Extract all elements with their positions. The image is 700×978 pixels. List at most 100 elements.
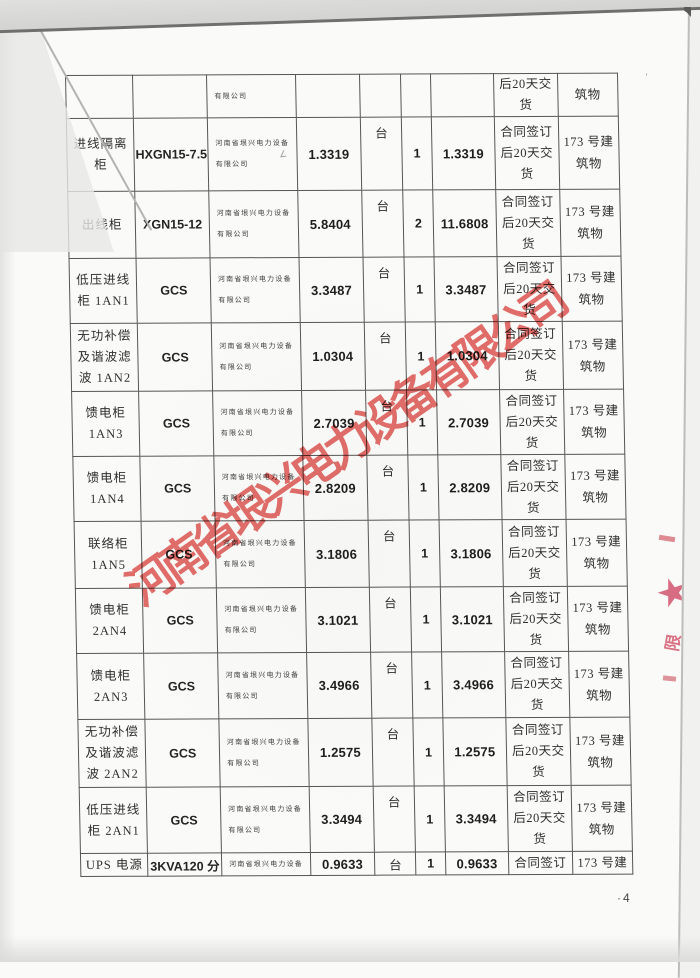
- cell-qty: 1: [405, 321, 437, 391]
- cell-name: 联络柜 1AN5: [74, 521, 143, 589]
- cell-total: 11.6808: [432, 189, 498, 257]
- cell-total: 2.8209: [437, 454, 503, 520]
- cell-unit: 台: [361, 190, 405, 258]
- cell-supplier: 河南省垠兴电力设备 有限公司: [211, 322, 302, 391]
- cell-delivery: 后20天交 货: [493, 73, 558, 117]
- cell-building: 173 号建 筑物: [563, 389, 625, 455]
- corner-fold-mark: [684, 7, 691, 17]
- cell-unit-price: 3.3487: [298, 257, 365, 323]
- table-row: 联络柜 1AN5 GCS 河南省垠兴电力设备 有限公司 3.1806 台 1 3.1806 合…: [74, 519, 628, 589]
- cell-unit-price: 2.8209: [302, 455, 369, 521]
- pencil-tick-mark: ': [643, 71, 648, 84]
- paper-right-edge: [677, 0, 700, 978]
- table-row: 低压进线 柜 2AN1 GCS 河南省垠兴电力设备 有限公司 3.3494 台 1 3.34…: [79, 785, 633, 854]
- cell-total: 2.7039: [436, 389, 501, 455]
- table-row: 馈电柜 1AN4 GCS 河南省垠兴电力设备 有限公司 2.8209 台 1 2.8209 合…: [72, 454, 627, 522]
- cell-unit-price: 3.3494: [308, 786, 375, 853]
- cell-total: 3.3494: [443, 785, 509, 852]
- scanner-top-edge: [0, 0, 700, 34]
- cell-unit-price: 3.4966: [306, 652, 372, 719]
- cell-delivery: 合同签订 后20天交 货: [504, 651, 570, 718]
- cell-qty: 1: [408, 454, 439, 521]
- cell-delivery: 合同签订 后20天交 货: [498, 321, 564, 390]
- cell-model: GCS: [136, 257, 212, 324]
- cell-building: 筑物: [556, 73, 619, 117]
- cell-supplier: 河南省垠兴电力设备 有限公司: [216, 587, 307, 653]
- cell-building: 173 号建: [571, 851, 633, 875]
- cell-total: 1.2575: [442, 717, 508, 786]
- cell-delivery: 合同签订 后20天交 货: [505, 717, 571, 786]
- cell-qty: 1: [414, 785, 446, 853]
- equipment-price-table: 有限公司 后20天交 货筑物 进线隔离 柜 HXGN15-7.5 河南省垠兴电力设备 有…: [65, 73, 633, 877]
- scan-bottom-shadow: [0, 936, 700, 962]
- cell-qty: 1: [411, 651, 443, 719]
- cell-total: [430, 73, 495, 117]
- cell-supplier: 河南省垠兴电力设备 有限公司: [215, 520, 305, 588]
- cell-supplier: 河南省垠兴电力设备 有限公司: [217, 652, 308, 719]
- cell-unit: 台: [364, 322, 407, 391]
- page-number: 4: [617, 891, 631, 905]
- cell-name: 馈电柜 1AN4: [72, 456, 142, 522]
- cell-qty: 2: [403, 189, 434, 258]
- cell-unit-price: 0.9633: [310, 852, 375, 876]
- cell-model: GCS: [145, 718, 221, 788]
- cell-unit: 台: [365, 390, 409, 456]
- cell-unit: 台: [370, 652, 414, 719]
- cell-total: 1.0304: [434, 321, 500, 390]
- cell-unit: 台: [366, 455, 410, 521]
- cell-model: GCS: [144, 652, 219, 720]
- cell-name: 低压进线 柜 1AN1: [69, 258, 138, 324]
- cell-building: 173 号建 筑物: [557, 116, 620, 190]
- scanned-table-sheet: 有限公司 后20天交 货筑物 进线隔离 柜 HXGN15-7.5 河南省垠兴电力设备 有…: [65, 73, 633, 877]
- cell-model: 3KVA120 分: [147, 852, 222, 877]
- cell-qty: 1: [409, 519, 440, 588]
- cell-name: 馈电柜 2AN4: [75, 588, 145, 654]
- seal-mark: [662, 675, 677, 682]
- cell-name: 无功补偿 及谐波滤 波 2AN2: [77, 719, 147, 788]
- cell-building: 173 号建 筑物: [561, 321, 624, 390]
- cell-unit-price: 5.8404: [297, 190, 364, 258]
- cell-unit: 台: [369, 587, 412, 653]
- cell-delivery: 合同签订 后20天交 货: [507, 785, 572, 852]
- pencil-stray-mark: ∠: [278, 148, 288, 160]
- cell-unit: 台: [360, 117, 404, 191]
- cell-name: 馈电柜 1AN3: [71, 391, 141, 457]
- cell-unit-price: 1.2575: [307, 718, 374, 787]
- paper-shading: [90, 250, 610, 850]
- cell-total: 3.1021: [439, 586, 505, 652]
- cell-delivery: 合同签订 后20天交 货: [494, 116, 560, 190]
- cell-delivery: 合同签订: [508, 851, 573, 875]
- cell-qty: 1: [410, 586, 442, 653]
- table-row: 无功补偿 及谐波滤 波 2AN2 GCS 河南省垠兴电力设备 有限公司 1.2575 台…: [77, 717, 632, 788]
- cell-model: [132, 74, 208, 119]
- table-row: 低压进线 柜 1AN1 GCS 河南省垠兴电力设备 有限公司 3.3487 台 1 3.34…: [69, 256, 623, 324]
- cell-supplier: 河南省垠兴电力设备 有限公司: [218, 718, 309, 787]
- cell-supplier: 河南省垠兴电力设备: [221, 852, 311, 876]
- cell-delivery: 合同签订 后20天交 货: [497, 256, 562, 322]
- cell-total: 3.1806: [438, 519, 504, 587]
- cell-delivery: 合同签订 后20天交 货: [495, 189, 561, 257]
- cell-name: 低压进线 柜 2AN1: [79, 787, 148, 854]
- cell-building: 173 号建 筑物: [570, 785, 633, 852]
- cell-building: 173 号建 筑物: [559, 189, 621, 257]
- cell-delivery: 合同签订 后20天交 货: [499, 389, 565, 455]
- cell-supplier: 河南省垠兴电力设备 有限公司: [213, 455, 304, 521]
- cell-supplier: 河南省垠兴电力设备 有限公司: [212, 390, 303, 456]
- cell-unit: 台: [373, 786, 416, 853]
- cell-delivery: 合同签订 后20天交 货: [500, 454, 566, 520]
- cell-model: GCS: [139, 390, 214, 457]
- table-row: 馈电柜 2AN4 GCS 河南省垠兴电力设备 有限公司 3.1021 台 1 3.1021 合…: [75, 586, 629, 654]
- cell-supplier: 有限公司: [206, 74, 296, 118]
- cell-building: 173 号建 筑物: [568, 651, 630, 718]
- table-row: 有限公司 后20天交 货筑物: [65, 73, 619, 119]
- cell-model: GCS: [146, 786, 222, 854]
- cell-name: 馈电柜 2AN3: [76, 653, 146, 720]
- table-row: UPS 电源 3KVA120 分河南省垠兴电力设备 0.9633 台 1 0.9633 合同…: [80, 851, 633, 877]
- cell-model: HXGN15-7.5: [133, 117, 209, 192]
- cell-qty: [400, 73, 431, 118]
- cell-model: GCS: [137, 322, 213, 392]
- table-row: 馈电柜 2AN3 GCS 河南省垠兴电力设备 有限公司 3.4966 台 1 3.4966 合…: [76, 651, 630, 720]
- scan-left-shadow: [0, 0, 16, 962]
